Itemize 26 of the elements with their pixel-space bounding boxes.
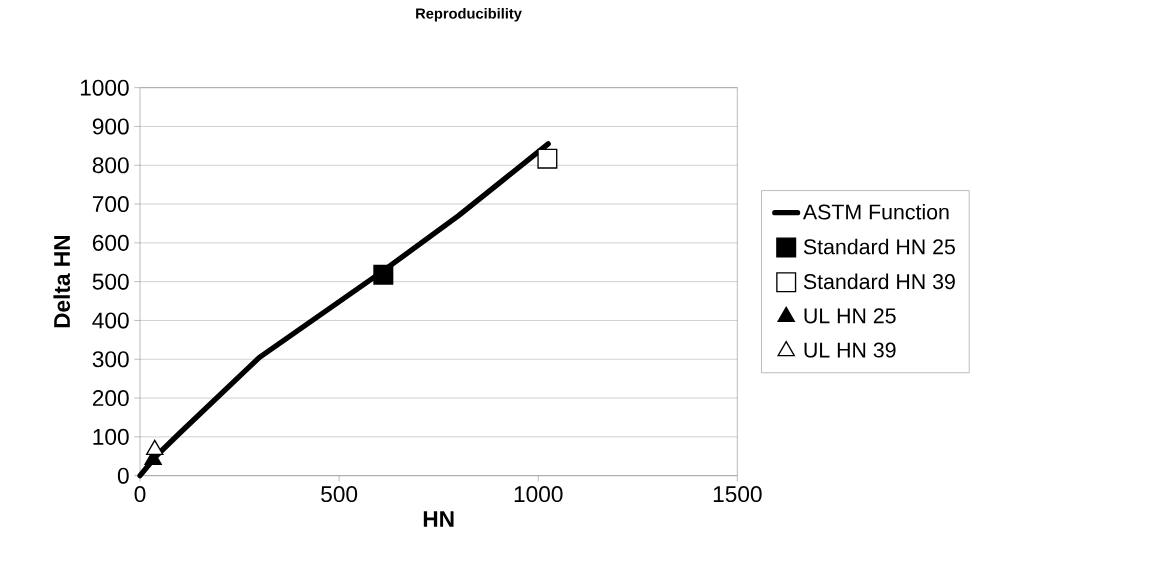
y-tick-label: 700 — [92, 196, 129, 213]
y-tick-label: 600 — [92, 234, 129, 251]
y-axis-title: Delta HN — [53, 235, 71, 328]
point — [373, 264, 394, 285]
legend-label: Standard HN 25 — [803, 238, 955, 255]
x-tick-label: 1500 — [713, 486, 762, 503]
x-tick-label: 500 — [321, 486, 358, 503]
legend-label: UL HN 25 — [804, 308, 896, 324]
y-tick-label: 900 — [92, 118, 129, 135]
y-tick-label: 300 — [92, 351, 129, 368]
legend-label: Standard HN 39 — [803, 273, 955, 290]
y-tick-label: 500 — [92, 273, 129, 290]
point — [145, 439, 164, 455]
y-tick-label: 0 — [117, 467, 129, 484]
y-tick-label: 400 — [92, 312, 129, 329]
y-tick-label: 200 — [92, 390, 129, 407]
point — [537, 148, 558, 169]
legend-label: ASTM Function — [802, 203, 949, 220]
x-tick-label: 1000 — [514, 486, 563, 503]
y-tick-label: 100 — [93, 428, 129, 445]
y-tick-label: 1000 — [80, 79, 129, 96]
x-axis-title: HN — [423, 511, 454, 527]
legend-label: UL HN 39 — [804, 342, 896, 358]
y-tick-label: 800 — [92, 157, 129, 174]
chart-title: Reproducibility — [416, 7, 522, 22]
x-tick-label: 0 — [134, 486, 146, 503]
